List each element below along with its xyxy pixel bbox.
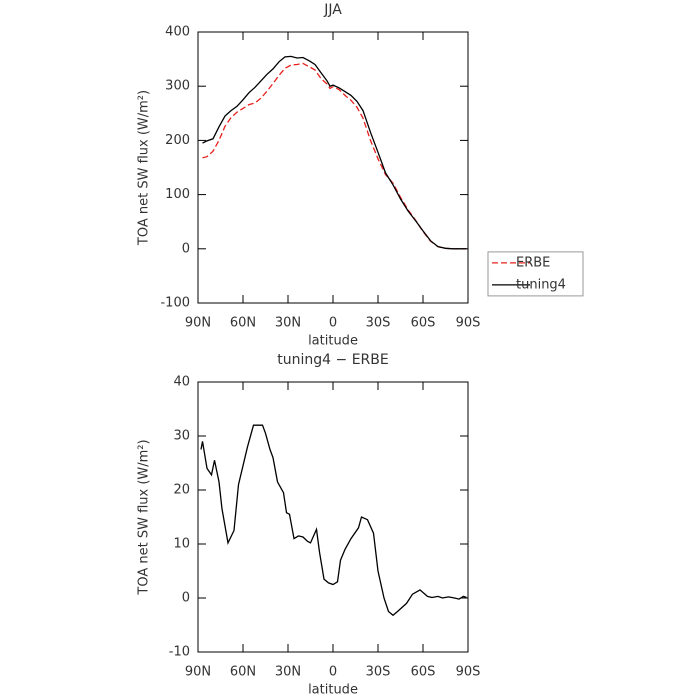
x-axis-label: latitude — [308, 334, 358, 349]
x-tick-label: 60S — [411, 665, 436, 680]
x-tick-label: 30S — [366, 665, 391, 680]
x-tick-label: 90S — [456, 665, 481, 680]
y-tick-label: 300 — [165, 79, 190, 94]
y-tick-label: 0 — [182, 591, 190, 606]
x-tick-label: 0 — [329, 665, 337, 680]
x-tick-label: 0 — [329, 316, 337, 331]
x-tick-label: 60N — [230, 316, 256, 331]
y-tick-label: 40 — [173, 375, 190, 390]
x-axis-label: latitude — [308, 683, 358, 698]
chart-title: JJA — [323, 2, 342, 18]
y-axis-label: TOA net SW flux (W/m²) — [137, 439, 152, 595]
x-tick-label: 30N — [275, 316, 301, 331]
y-tick-label: 30 — [173, 429, 190, 444]
y-axis-label: TOA net SW flux (W/m²) — [137, 90, 152, 246]
y-tick-label: 0 — [182, 241, 190, 256]
y-tick-label: 10 — [173, 537, 190, 552]
legend-label: ERBE — [516, 255, 550, 270]
data-line — [202, 55, 467, 250]
legend-box — [487, 251, 584, 297]
x-tick-label: 60N — [230, 665, 256, 680]
y-tick-label: -100 — [160, 296, 190, 311]
legend-label: tuning4 — [516, 277, 566, 292]
data-line — [202, 62, 467, 250]
data-line — [200, 424, 467, 617]
plot-frame — [197, 31, 469, 304]
chart-title: tuning4 − ERBE — [277, 352, 388, 368]
plot-frame — [197, 381, 469, 653]
y-tick-label: 20 — [173, 483, 190, 498]
x-tick-label: 90N — [185, 665, 211, 680]
x-tick-label: 90N — [185, 316, 211, 331]
x-tick-label: 90S — [456, 316, 481, 331]
y-tick-label: -10 — [169, 645, 190, 660]
y-tick-label: 100 — [165, 187, 190, 202]
y-tick-label: 200 — [165, 133, 190, 148]
x-tick-label: 30N — [275, 665, 301, 680]
x-tick-label: 60S — [411, 316, 436, 331]
y-tick-label: 400 — [165, 25, 190, 40]
x-tick-label: 30S — [366, 316, 391, 331]
